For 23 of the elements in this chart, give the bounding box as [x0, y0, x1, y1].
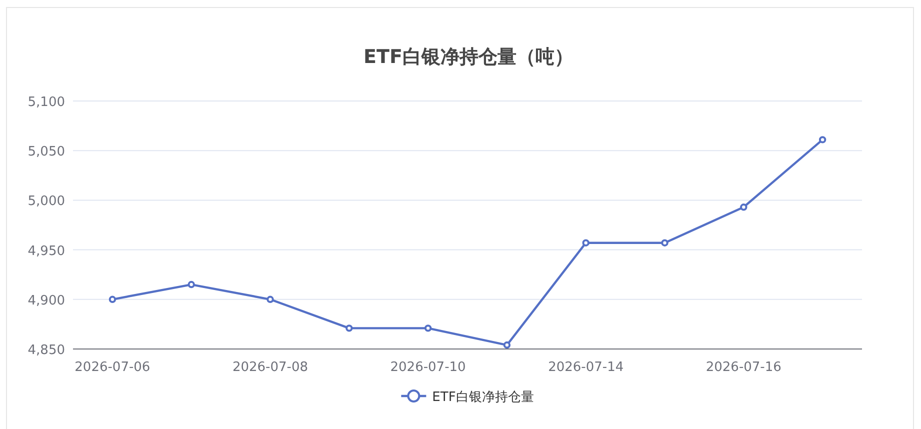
x-tick-label: 2026-07-08: [232, 360, 308, 375]
legend-label: ETF白银净持仓量: [432, 390, 534, 405]
x-tick-label: 2026-07-16: [706, 360, 782, 375]
point: [108, 296, 116, 303]
y-tick-label: 4,900: [28, 293, 65, 308]
point: [503, 341, 511, 349]
point: [661, 239, 668, 246]
point: [346, 324, 353, 332]
chart-title: ETF白银净持仓量（吨）: [364, 46, 574, 68]
point: [582, 239, 590, 246]
point: [740, 204, 748, 211]
x-tick-label: 2026-07-14: [548, 360, 624, 375]
x-tick-label: 2026-07-06: [74, 360, 150, 375]
point: [818, 136, 826, 144]
x-tick-label: 2026-07-10: [390, 360, 466, 375]
point: [188, 280, 195, 288]
point: [424, 324, 432, 332]
y-tick-label: 4,850: [28, 343, 65, 358]
y-tick-label: 5,100: [28, 95, 65, 110]
point: [266, 296, 274, 303]
y-tick-label: 4,950: [28, 244, 65, 259]
y-tick-label: 5,000: [28, 194, 65, 210]
y-tick-label: 5,050: [28, 144, 65, 160]
